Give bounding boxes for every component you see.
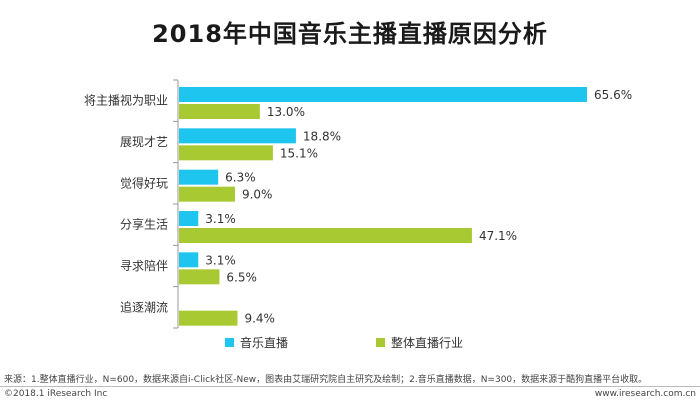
data-label: 18.8% (303, 129, 341, 143)
footer-divider (0, 386, 700, 387)
bar-music-live (179, 169, 219, 185)
bar-overall-live (179, 145, 273, 161)
data-label: 3.1% (205, 212, 236, 226)
bar-music-live (179, 128, 296, 144)
bar-overall-live (179, 186, 235, 202)
bars-layer (179, 87, 587, 326)
category-label: 寻求陪伴 (120, 258, 168, 273)
legend-item-overall-live: 整体直播行业 (376, 334, 463, 351)
legend-label: 音乐直播 (240, 336, 289, 350)
bar-music-live (179, 211, 199, 226)
data-label: 13.0% (267, 105, 305, 119)
copyright-text: ©2018.1 iResearch Inc (4, 389, 108, 399)
data-label: 9.4% (244, 312, 275, 326)
category-label: 追逐潮流 (120, 299, 168, 314)
bar-music-live (179, 87, 587, 102)
legend-label: 整体直播行业 (391, 336, 464, 350)
data-label: 3.1% (205, 253, 236, 267)
bar-overall-live (179, 310, 238, 326)
data-label: 6.3% (225, 171, 256, 185)
data-label: 65.6% (594, 88, 632, 102)
website-text: www.iresearch.com.cn (594, 389, 696, 399)
chart-title: 2018年中国音乐主播直播原因分析 (152, 20, 548, 48)
legend-swatch (225, 338, 234, 347)
bar-music-live (179, 252, 199, 268)
labels-layer: 65.6% 13.0% 18.8% 15.1% 6.3% 9.0% 3.1% 47.1% 3.1… (205, 88, 632, 326)
bar-overall-live (179, 104, 260, 119)
bar-overall-live (179, 228, 472, 243)
data-label: 6.5% (226, 270, 256, 284)
data-label: 15.1% (280, 146, 318, 160)
source-note: 来源：1.整体直播行业，N=600，数据来源自i-Click社区-New，图表由… (4, 375, 648, 385)
category-label: 展现才艺 (120, 135, 168, 149)
category-label: 分享生活 (120, 217, 168, 232)
category-label: 觉得好玩 (120, 175, 168, 190)
legend-swatch (376, 338, 385, 347)
category-label: 将主播视为职业 (84, 93, 168, 108)
data-label: 47.1% (479, 229, 517, 243)
bar-overall-live (179, 269, 220, 285)
data-label: 9.0% (242, 188, 273, 202)
legend-item-music-live: 音乐直播 (225, 334, 288, 351)
